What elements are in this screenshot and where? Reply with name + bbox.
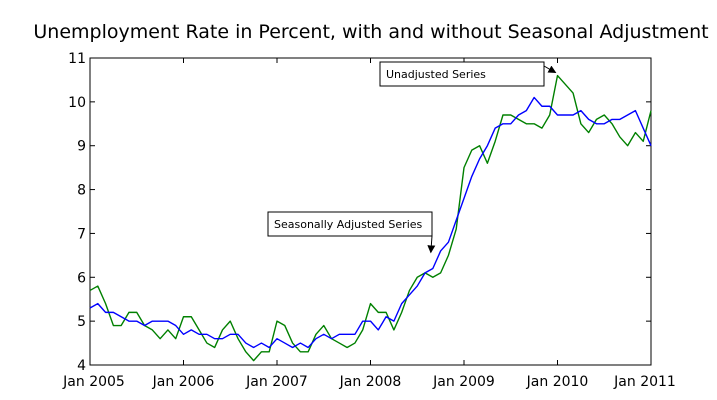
y-tick-label: 7 [77,226,86,242]
y-tick-label: 6 [77,270,86,286]
series-line-adjusted [89,96,652,349]
x-tick-label: Jan 2009 [432,374,495,390]
annotation-label: Seasonally Adjusted Series [274,218,423,231]
x-tick-label: Jan 2008 [339,374,402,390]
annotation-arrow [427,235,436,254]
x-axis: Jan 2005 Jan 2006 Jan 2007 Jan 2008 Jan 2009… [62,58,676,390]
y-tick-label: 9 [77,139,86,155]
annotation-label: Unadjusted Series [386,68,486,81]
x-tick-label: Jan 2005 [62,374,125,390]
chart-title: Unemployment Rate in Percent, with and w… [33,21,708,43]
y-axis: 4 5 6 7 8 9 10 11 [68,51,651,374]
y-tick-label: 10 [68,95,86,111]
annotations: Unadjusted Series Seasonally Adjusted Ser… [267,61,557,254]
annotation-box [267,211,433,237]
x-tick-label: Jan 2010 [526,374,589,390]
x-tick-label: Jan 2007 [245,374,308,390]
annotation-arrow [543,65,557,74]
y-tick-label: 11 [68,51,86,67]
series-group [89,74,652,362]
y-tick-label: 8 [77,183,86,199]
y-tick-label: 4 [77,358,86,374]
x-tick-label: Jan 2006 [152,374,215,390]
series-line-unadjusted [89,74,652,362]
annotation-box [379,61,545,87]
y-tick-label: 5 [77,314,86,330]
x-tick-label: Jan 2011 [613,374,676,390]
